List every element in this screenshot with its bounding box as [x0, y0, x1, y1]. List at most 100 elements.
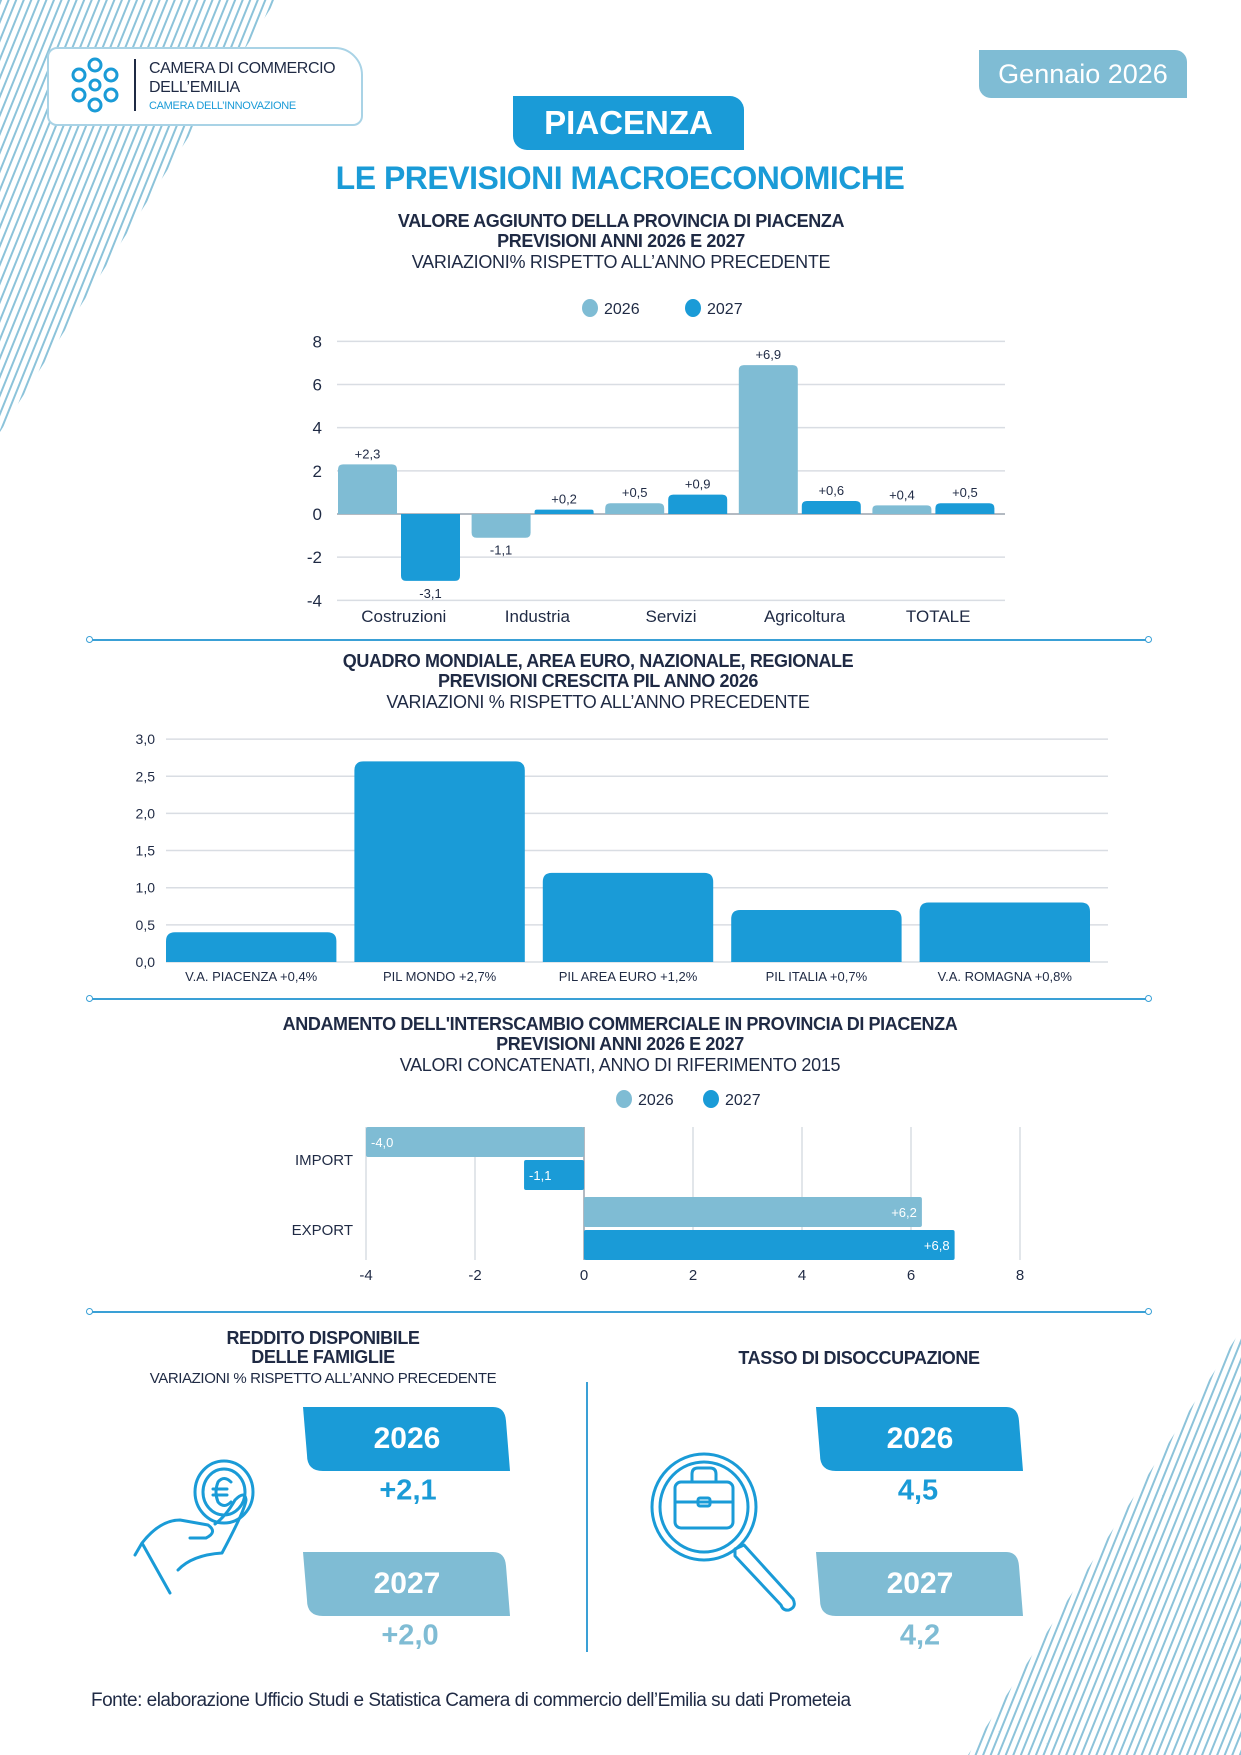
bar-2026-Costruzioni	[338, 464, 397, 514]
y-tick-label: 1,5	[136, 843, 156, 859]
section-divider	[86, 636, 1152, 643]
data-label: -4,0	[371, 1135, 393, 1150]
logo-name-line1: CAMERA DI COMMERCIO	[149, 60, 336, 77]
section-divider	[86, 1308, 1152, 1315]
x-category-label: PIL MONDO +2,7%	[383, 969, 497, 984]
legend-marker-2027	[703, 1090, 719, 1108]
chart1-title-line2: PREVISIONI ANNI 2026 E 2027	[497, 231, 745, 251]
disoccupazione-2027-year: 2027	[886, 1567, 954, 1600]
chart1-subtitle: VARIAZIONI% RISPETTO ALL’ANNO PRECEDENTE	[411, 252, 831, 272]
bar-2027-Industria	[534, 509, 594, 514]
x-category-label: PIL AREA EURO +1,2%	[559, 969, 698, 984]
chart3-title-line1: ANDAMENTO DELL'INTERSCAMBIO COMMERCIALE …	[282, 1014, 958, 1034]
y-tick-label: 1,0	[136, 880, 156, 896]
data-label: +0,5	[622, 485, 648, 500]
data-label: +6,9	[755, 347, 781, 362]
y-tick-label: -2	[307, 548, 322, 567]
reddito-title-line1: REDDITO DISPONIBILE	[226, 1328, 420, 1348]
x-category-label: Costruzioni	[361, 607, 446, 626]
disoccupazione-title: TASSO DI DISOCCUPAZIONE	[738, 1348, 980, 1368]
legend-label-2026: 2026	[638, 1092, 674, 1109]
camera-logo-icon	[71, 57, 119, 113]
legend-label-2026: 2026	[604, 301, 640, 318]
bar-2026-Industria	[471, 514, 531, 538]
bar-2026-Agricoltura	[738, 365, 798, 514]
data-label: -1,1	[529, 1168, 551, 1183]
data-label: +0,2	[551, 492, 577, 507]
disoccupazione-2027-value: 4,2	[899, 1619, 941, 1652]
bar-2027-TOTALE	[935, 503, 995, 514]
y-tick-label: 0,0	[136, 954, 156, 970]
bar-PIL AREA EURO +1,2%	[542, 872, 714, 962]
y-tick-label: 2,5	[136, 768, 156, 784]
x-tick-label: 8	[1016, 1267, 1024, 1284]
data-label: +0,9	[685, 477, 711, 492]
x-tick-label: -2	[468, 1267, 481, 1284]
reddito-2026-badge: 2026	[303, 1407, 511, 1471]
date-badge: Gennaio 2026	[979, 50, 1187, 98]
chart2-title-line2: PREVISIONI CRESCITA PIL ANNO 2026	[438, 671, 758, 691]
data-label: +6,2	[891, 1205, 917, 1220]
y-tick-label: 2	[313, 462, 322, 481]
x-category-label: Servizi	[645, 607, 696, 626]
y-tick-label: 2,0	[136, 805, 156, 821]
page-title: LE PREVISIONI MACROECONOMICHE	[335, 160, 905, 196]
reddito-2027-value: +2,0	[381, 1619, 439, 1652]
y-tick-label: 0	[313, 505, 322, 524]
data-label: +6,8	[924, 1238, 950, 1253]
data-label: -3,1	[419, 586, 441, 601]
y-tick-label: 8	[313, 332, 322, 351]
reddito-2026-value: +2,1	[379, 1474, 437, 1507]
chart1-title-line1: VALORE AGGIUNTO DELLA PROVINCIA DI PIACE…	[397, 211, 845, 231]
job-search-magnifier-icon	[650, 1452, 796, 1612]
data-label: +2,3	[355, 446, 381, 461]
euro-hand-icon	[133, 1459, 255, 1595]
y-category-label: IMPORT	[295, 1152, 353, 1169]
chart3-subtitle: VALORI CONCATENATI, ANNO DI RIFERIMENTO …	[399, 1055, 841, 1075]
legend-marker-2026	[616, 1090, 632, 1108]
bar-2026-EXPORT	[584, 1197, 922, 1227]
y-tick-label: 3,0	[136, 731, 156, 747]
disoccupazione-2026-badge: 2026	[816, 1407, 1024, 1471]
logo-name-line2: DELL’EMILIA	[149, 79, 240, 96]
bar-2026-Servizi	[605, 503, 665, 514]
y-tick-label: -4	[307, 591, 322, 610]
data-label: -1,1	[490, 543, 512, 558]
y-tick-label: 4	[313, 419, 322, 438]
x-category-label: V.A. PIACENZA +0,4%	[185, 969, 318, 984]
bar-2026-TOTALE	[872, 505, 932, 514]
reddito-2027-year: 2027	[373, 1567, 441, 1600]
data-label: +0,6	[818, 483, 844, 498]
bar-PIL ITALIA +0,7%	[731, 909, 902, 962]
disoccupazione-2027-badge: 2027	[816, 1552, 1024, 1616]
disoccupazione-2026-value: 4,5	[897, 1474, 939, 1507]
chart3-title-line2: PREVISIONI ANNI 2026 E 2027	[496, 1034, 744, 1054]
province-badge: PIACENZA	[513, 96, 744, 150]
logo-box: CAMERA DI COMMERCIO DELL’EMILIA CAMERA D…	[47, 47, 363, 126]
y-tick-label: 0,5	[136, 917, 156, 933]
bar-2027-EXPORT	[584, 1230, 955, 1260]
bar-2027-Agricoltura	[801, 501, 861, 514]
bar-PIL MONDO +2,7%	[354, 761, 525, 962]
reddito-subtitle: VARIAZIONI % RISPETTO ALL’ANNO PRECEDENT…	[149, 1370, 497, 1387]
logo-divider	[134, 59, 136, 111]
source-footnote: Fonte: elaborazione Ufficio Studi e Stat…	[91, 1690, 851, 1711]
y-category-label: EXPORT	[292, 1222, 353, 1239]
bar-2027-IMPORT	[524, 1160, 584, 1190]
bar-2027-Servizi	[668, 494, 728, 514]
x-category-label: Agricoltura	[764, 607, 846, 626]
x-category-label: TOTALE	[906, 607, 971, 626]
reddito-2026-year: 2026	[373, 1422, 441, 1455]
x-tick-label: 4	[798, 1267, 806, 1284]
bar-V.A. PIACENZA +0,4%	[166, 932, 337, 962]
bar-2026-IMPORT	[366, 1127, 584, 1157]
data-label: +0,5	[952, 485, 978, 500]
x-category-label: Industria	[505, 607, 571, 626]
disoccupazione-2026-year: 2026	[886, 1422, 954, 1455]
x-tick-label: 0	[580, 1267, 588, 1284]
x-tick-label: 6	[907, 1267, 915, 1284]
vertical-divider	[586, 1382, 588, 1652]
y-tick-label: 6	[313, 376, 322, 395]
x-category-label: V.A. ROMAGNA +0,8%	[938, 969, 1073, 984]
